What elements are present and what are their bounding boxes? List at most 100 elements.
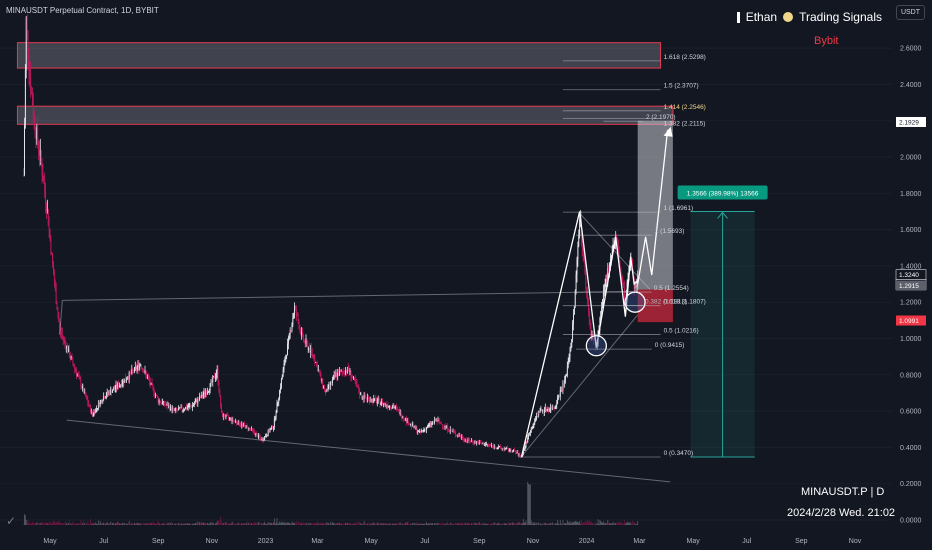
volume-bar bbox=[236, 523, 237, 525]
volume-bar bbox=[472, 522, 474, 525]
volume-bar bbox=[437, 522, 439, 525]
volume-bar bbox=[600, 521, 602, 525]
volume-bar bbox=[395, 523, 397, 525]
candle-body bbox=[232, 417, 234, 421]
volume-bar bbox=[360, 523, 362, 525]
currency-button[interactable]: USDT bbox=[895, 5, 925, 20]
candle-body bbox=[345, 370, 347, 375]
candle-body bbox=[534, 418, 536, 424]
candle-body bbox=[463, 439, 464, 441]
volume-bar bbox=[60, 523, 62, 525]
candle-body bbox=[284, 361, 286, 364]
candle-body bbox=[129, 372, 131, 374]
candle-body bbox=[222, 414, 224, 417]
volume-bar bbox=[588, 519, 590, 525]
candle-body bbox=[522, 450, 524, 456]
candle-body bbox=[31, 92, 33, 106]
candle-body bbox=[269, 429, 271, 433]
volume-bar bbox=[197, 521, 199, 525]
volume-bar bbox=[363, 521, 365, 525]
volume-bar bbox=[238, 522, 240, 525]
candle-body bbox=[275, 412, 277, 418]
volume-bar bbox=[415, 523, 417, 525]
candle-body bbox=[400, 411, 402, 417]
candle-body bbox=[472, 441, 474, 443]
volume-bar bbox=[568, 523, 570, 525]
volume-bar bbox=[249, 523, 251, 525]
candle-body bbox=[329, 384, 331, 386]
volume-bar bbox=[602, 522, 603, 525]
volume-bar bbox=[393, 523, 395, 525]
candle-body bbox=[488, 444, 490, 446]
candle-body bbox=[195, 400, 197, 403]
volume-bar bbox=[138, 523, 140, 525]
volume-bar bbox=[114, 523, 116, 525]
volume-bar bbox=[242, 523, 244, 525]
volume-bar bbox=[511, 522, 513, 525]
volume-bar bbox=[366, 523, 368, 525]
volume-bar bbox=[146, 523, 148, 525]
volume-bar bbox=[24, 515, 26, 525]
volume-bar bbox=[318, 522, 320, 525]
candle-body bbox=[312, 354, 314, 356]
candle-body bbox=[302, 334, 304, 341]
candle-body bbox=[144, 370, 146, 373]
volume-bar bbox=[163, 522, 165, 525]
candle-body bbox=[111, 389, 113, 393]
candle-body bbox=[87, 400, 89, 404]
candle-body bbox=[358, 387, 360, 392]
volume-bar bbox=[353, 523, 354, 525]
candle-body bbox=[282, 369, 284, 376]
volume-bar bbox=[129, 523, 131, 525]
candle-body bbox=[78, 375, 80, 378]
volume-bar bbox=[132, 523, 134, 525]
time-axis[interactable]: May Jul Sep Nov 2023 Mar May Jul Sep Nov 2024 Mar Ma… bbox=[43, 538, 861, 545]
x-tick-label: Jul bbox=[742, 538, 751, 545]
volume-bar bbox=[390, 523, 392, 525]
group-name: Trading Signals bbox=[799, 10, 882, 24]
candle-body bbox=[104, 396, 105, 399]
volume-bar bbox=[436, 522, 438, 525]
measure-label-bg bbox=[677, 185, 768, 200]
y-tick-label: 1.8000 bbox=[900, 191, 922, 198]
candle-body bbox=[320, 373, 322, 380]
candle-body bbox=[552, 406, 554, 409]
candle-body bbox=[469, 440, 471, 442]
volume-bar bbox=[331, 523, 332, 525]
volume-bar bbox=[423, 523, 425, 525]
candle-body bbox=[524, 446, 526, 449]
candle-body bbox=[554, 406, 556, 409]
volume-bar bbox=[141, 523, 143, 525]
candle-body bbox=[135, 366, 137, 370]
volume-bar bbox=[243, 523, 245, 525]
volume-bar bbox=[476, 523, 478, 525]
volume-bar bbox=[427, 522, 429, 525]
candle-body bbox=[187, 407, 189, 409]
candle-body bbox=[136, 366, 138, 370]
volume-bar bbox=[302, 523, 303, 525]
candle-body bbox=[49, 229, 51, 239]
candle-body bbox=[551, 407, 552, 410]
volume-bar bbox=[434, 523, 435, 525]
volume-bar bbox=[275, 522, 277, 525]
volume-bar bbox=[614, 522, 616, 525]
dinosaur-icon[interactable]: ✓ bbox=[6, 514, 17, 528]
volume-bar bbox=[116, 522, 118, 525]
volume-bar bbox=[338, 522, 340, 525]
candle-body bbox=[397, 407, 398, 410]
candle-body bbox=[43, 181, 45, 183]
volume-bar bbox=[631, 520, 633, 525]
candle-body bbox=[369, 400, 371, 402]
candle-body bbox=[462, 436, 464, 440]
volume-bar bbox=[586, 522, 588, 525]
candle-body bbox=[248, 427, 250, 430]
candle-body bbox=[428, 424, 430, 426]
volume-bar bbox=[260, 523, 262, 525]
candle-body bbox=[364, 395, 366, 398]
candle-body bbox=[316, 361, 318, 365]
volume-bar bbox=[491, 523, 493, 525]
volume-bar bbox=[157, 520, 159, 525]
candle-body bbox=[346, 366, 348, 373]
volume-bar bbox=[314, 522, 316, 525]
